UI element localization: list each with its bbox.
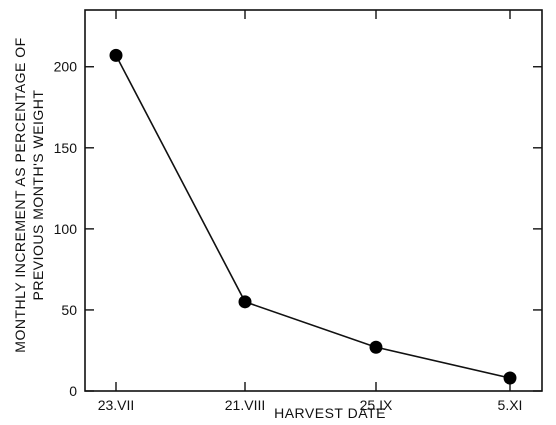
series-line [115, 55, 511, 379]
y-tick-label: 100 [54, 221, 78, 237]
series-group [109, 48, 517, 385]
y-tick-label: 200 [54, 59, 78, 75]
plot-frame [84, 9, 543, 392]
x-tick-label: 25.IX [360, 397, 393, 413]
data-point [503, 371, 517, 385]
plot-frame-group [84, 9, 543, 392]
tick-labels-group: 0 50 100 150 200 23.VII 21.VIII 25.IX 5.XI [54, 59, 523, 413]
data-point [369, 340, 383, 354]
data-point [109, 48, 123, 62]
data-point [238, 295, 252, 309]
y-tick-label: 0 [69, 383, 77, 399]
y-tick-label: 150 [54, 140, 78, 156]
ticks-group [85, 10, 542, 392]
x-axis-title: HARVEST DATE [274, 405, 386, 421]
x-tick-label: 5.XI [498, 397, 523, 413]
y-tick-label: 50 [61, 302, 77, 318]
x-tick-label: 23.VII [98, 397, 135, 413]
x-tick-label: 21.VIII [225, 397, 265, 413]
y-axis-title-line-2: PREVIOUS MONTH'S WEIGHT [30, 90, 46, 301]
y-axis-title-line-1: MONTHLY INCREMENT AS PERCENTAGE OF [12, 37, 28, 352]
